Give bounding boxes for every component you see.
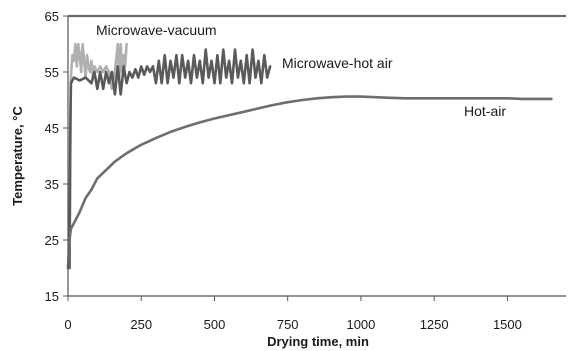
y-tick-label: 55 [45,65,59,80]
y-tick-label: 15 [45,289,59,304]
x-tick-label: 0 [64,317,71,332]
axis-layer [67,16,566,297]
x-tick-label: 250 [130,317,152,332]
series-layer [66,42,553,270]
y-tick-label: 25 [45,233,59,248]
y-tick-label: 65 [45,9,59,24]
y-tick-label: 45 [45,121,59,136]
series-label-hot-air: Hot-air [464,103,506,119]
series-line-hot-air [66,95,553,270]
x-tick-label: 1500 [493,317,522,332]
tick-layer: 15 25 35 45 55 65 0 250 500 750 1000 1250 1500 [45,9,522,332]
y-axis-title: Temperature, °C [10,106,25,206]
x-axis-title: Drying time, min [267,334,369,349]
y-tick-label: 35 [45,177,59,192]
series-label-microwave-hot-air: Microwave-hot air [282,55,393,71]
x-tick-label: 750 [277,317,299,332]
x-tick-label: 1250 [420,317,449,332]
x-tick-label: 500 [204,317,226,332]
series-label-microwave-vacuum: Microwave-vacuum [96,22,217,38]
x-tick-label: 1000 [346,317,375,332]
series-line-microwave-hot-air [68,48,272,270]
